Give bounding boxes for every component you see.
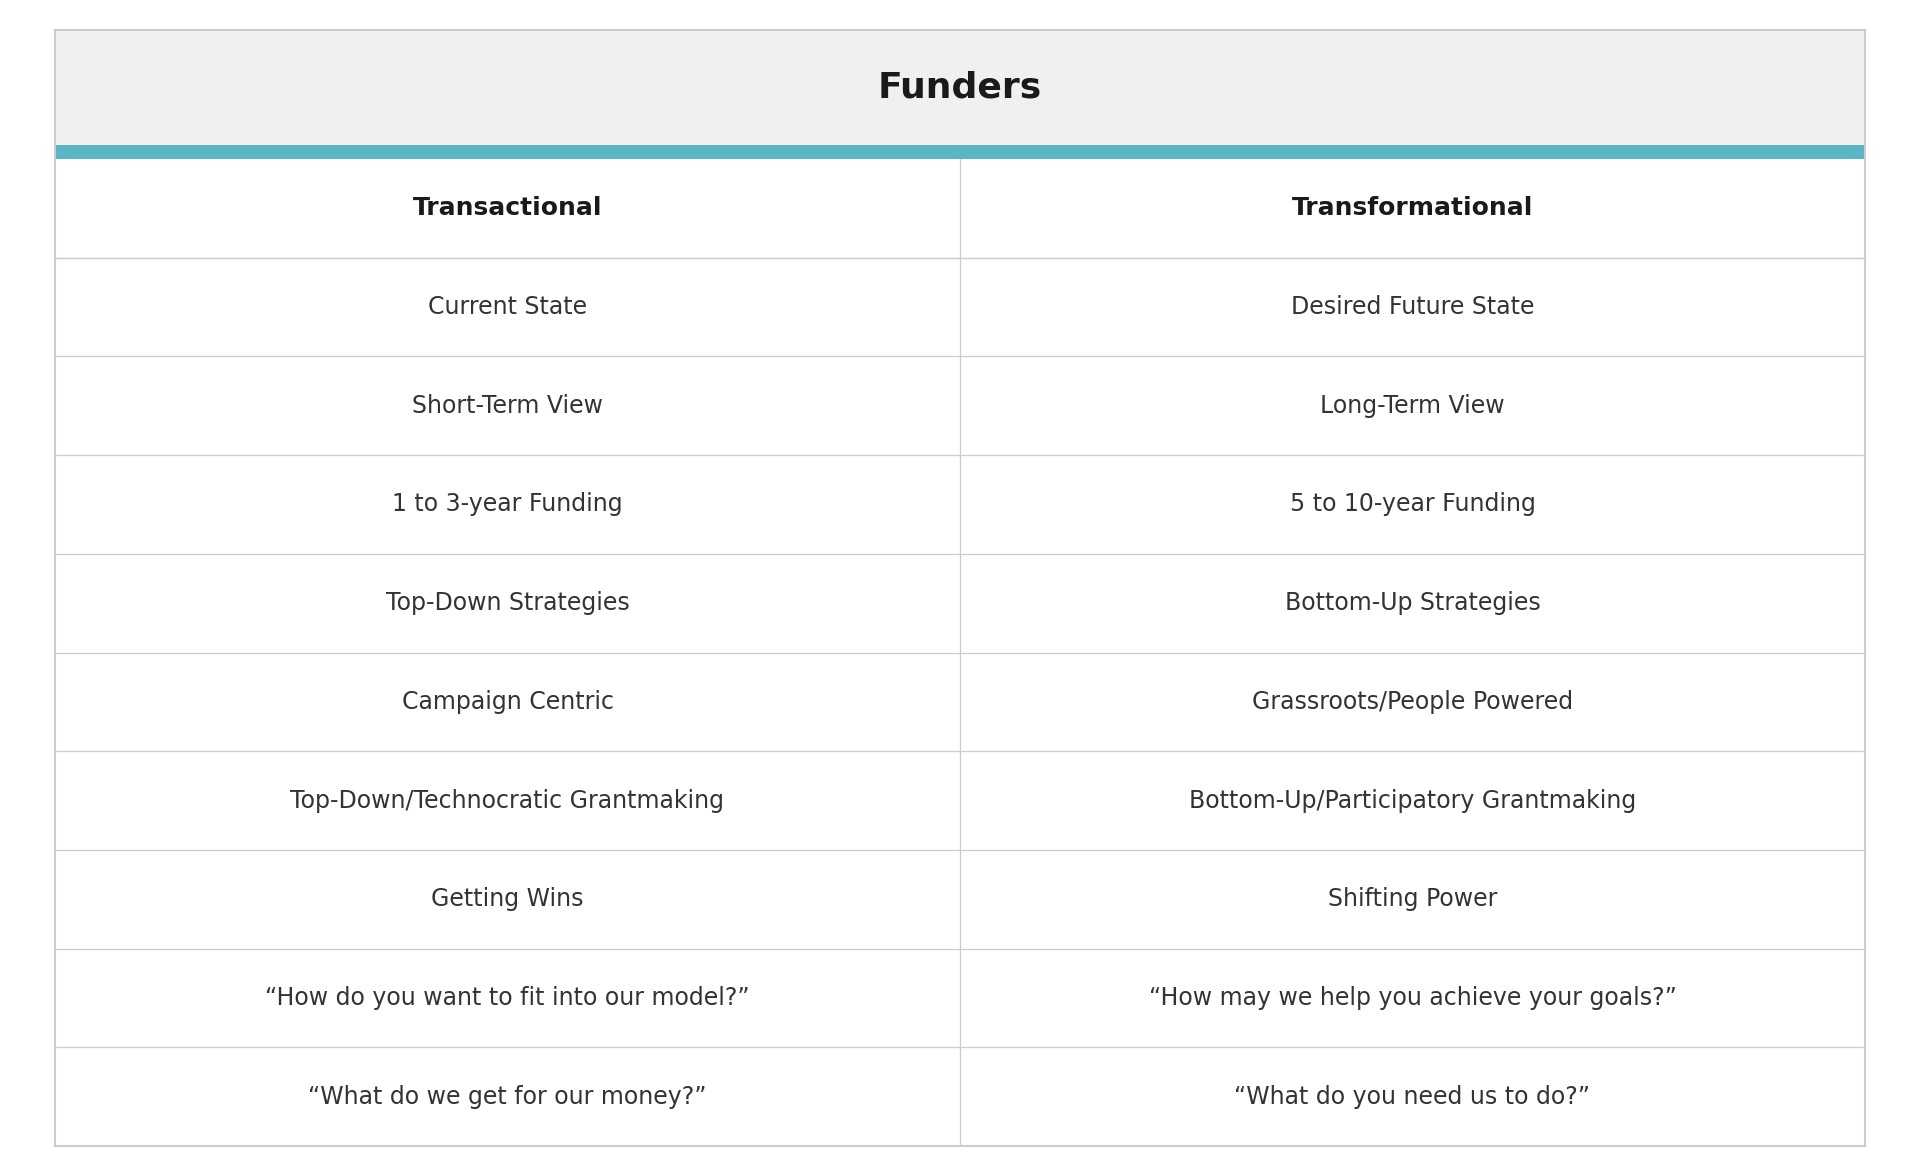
Bar bbox=[56, 159, 1864, 1145]
Text: Short-Term View: Short-Term View bbox=[413, 394, 603, 417]
Text: Campaign Centric: Campaign Centric bbox=[401, 690, 614, 714]
Text: Desired Future State: Desired Future State bbox=[1290, 295, 1534, 319]
Bar bbox=[56, 145, 1864, 159]
Text: 5 to 10-year Funding: 5 to 10-year Funding bbox=[1290, 493, 1536, 516]
Text: Long-Term View: Long-Term View bbox=[1321, 394, 1505, 417]
Text: “How may we help you achieve your goals?”: “How may we help you achieve your goals?… bbox=[1148, 985, 1676, 1010]
Text: Top-Down/Technocratic Grantmaking: Top-Down/Technocratic Grantmaking bbox=[290, 789, 724, 813]
Text: “How do you want to fit into our model?”: “How do you want to fit into our model?” bbox=[265, 985, 751, 1010]
Text: “What do we get for our money?”: “What do we get for our money?” bbox=[309, 1084, 707, 1109]
Text: “What do you need us to do?”: “What do you need us to do?” bbox=[1235, 1084, 1590, 1109]
Text: Top-Down Strategies: Top-Down Strategies bbox=[386, 592, 630, 615]
Text: Grassroots/People Powered: Grassroots/People Powered bbox=[1252, 690, 1572, 714]
Text: 1 to 3-year Funding: 1 to 3-year Funding bbox=[392, 493, 622, 516]
Text: Transformational: Transformational bbox=[1292, 196, 1534, 220]
Text: Current State: Current State bbox=[428, 295, 588, 319]
Text: Funders: Funders bbox=[877, 71, 1043, 105]
Bar bbox=[56, 31, 1864, 145]
Text: Transactional: Transactional bbox=[413, 196, 603, 220]
Text: Bottom-Up Strategies: Bottom-Up Strategies bbox=[1284, 592, 1540, 615]
Text: Shifting Power: Shifting Power bbox=[1329, 887, 1498, 911]
Text: Getting Wins: Getting Wins bbox=[432, 887, 584, 911]
Text: Bottom-Up/Participatory Grantmaking: Bottom-Up/Participatory Grantmaking bbox=[1188, 789, 1636, 813]
